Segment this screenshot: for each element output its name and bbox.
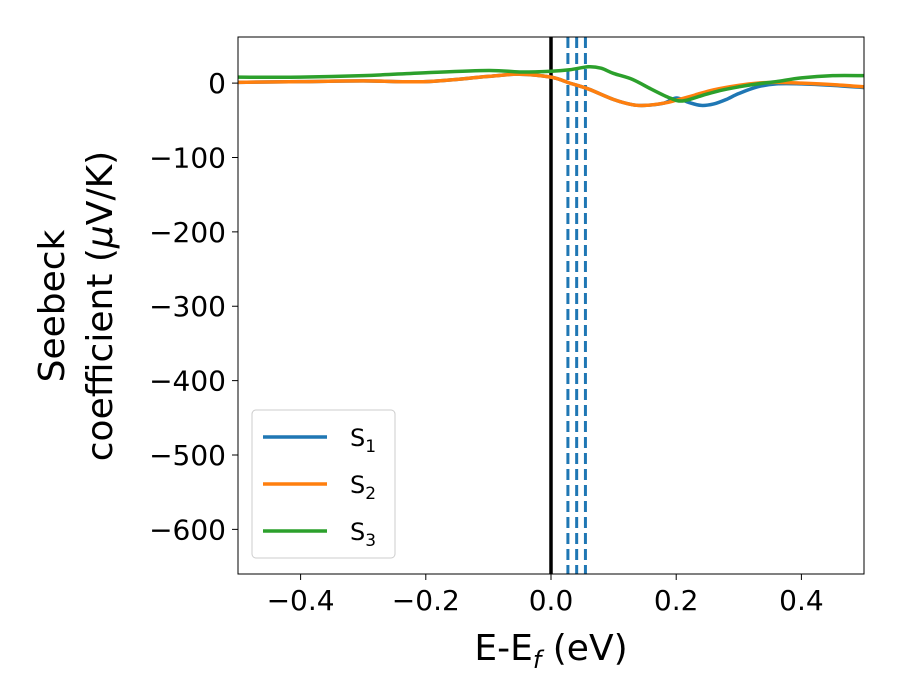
x-axis-title-unit: (eV) — [541, 628, 627, 669]
x-axis-title-main: E-E — [474, 628, 532, 669]
legend-label-main: S — [350, 471, 365, 499]
y-axis-title-unit: V/K) — [80, 151, 121, 225]
x-axis-ticks: −0.4 −0.2 0.0 0.2 0.4 — [267, 574, 824, 617]
legend-label-subscript: 2 — [365, 484, 376, 504]
x-tick-label: 0.4 — [779, 584, 824, 617]
legend-label-main: S — [350, 424, 365, 452]
y-axis-title-line1: Seebeck — [32, 229, 73, 382]
x-axis-title: E-Ef (eV) — [474, 628, 627, 674]
y-tick-label: −200 — [149, 216, 226, 249]
y-tick-label: 0 — [208, 67, 226, 100]
y-tick-label: −400 — [149, 365, 226, 398]
legend-label-1: S1 — [350, 424, 376, 457]
series-lines — [238, 64, 864, 108]
x-tick-label: −0.2 — [392, 584, 460, 617]
x-tick-label: −0.4 — [267, 584, 335, 617]
y-axis-title-line2: coefficient (μV/K) — [80, 151, 121, 461]
x-tick-label: 0.0 — [529, 584, 574, 617]
y-tick-label: −600 — [149, 513, 226, 546]
legend-label-subscript: 1 — [365, 437, 376, 457]
legend-label-2: S2 — [350, 471, 376, 504]
y-axis-title-mu: μ — [80, 225, 121, 249]
y-tick-label: −500 — [149, 439, 226, 472]
x-tick-label: 0.2 — [654, 584, 699, 617]
legend-label-subscript: 3 — [365, 531, 376, 551]
y-axis-title-prefix: coefficient ( — [80, 248, 121, 461]
legend-label-main: S — [350, 518, 365, 546]
legend-label-3: S3 — [350, 518, 376, 551]
series-line-3 — [238, 64, 864, 103]
vertical-lines — [549, 37, 587, 574]
y-tick-label: −300 — [149, 290, 226, 323]
y-axis-ticks: 0 −100 −200 −300 −400 −500 −600 — [149, 67, 238, 546]
y-tick-label: −100 — [149, 141, 226, 174]
